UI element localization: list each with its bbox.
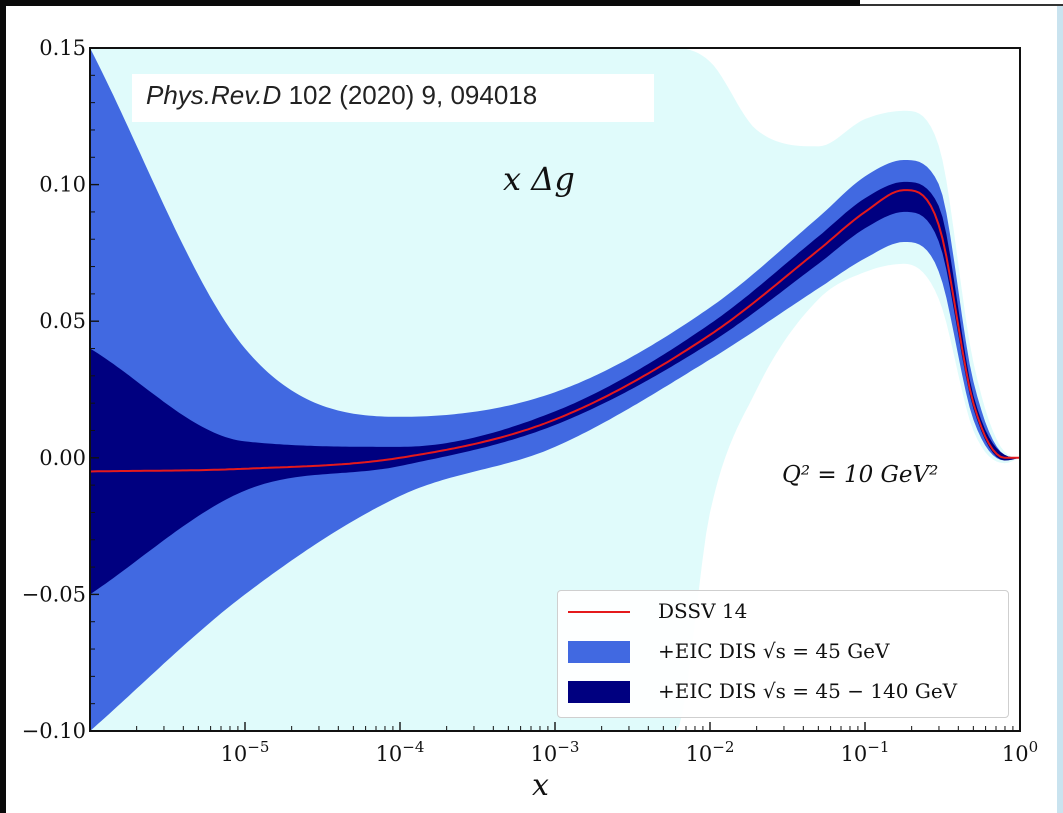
y-tick-label: −0.10 xyxy=(22,719,86,743)
x-tick-label: 10−1 xyxy=(841,738,890,766)
x-tick-label: 10−5 xyxy=(221,738,270,766)
reference-details: 102 (2020) 9, 094018 xyxy=(281,80,538,110)
scale-annotation: Q² = 10 GeV² xyxy=(782,462,939,488)
y-tick-label: 0.15 xyxy=(39,36,86,60)
band-eic-45-gev xyxy=(90,48,1020,731)
x-tick-label: 10−3 xyxy=(531,738,580,766)
legend: DSSV 14 +EIC DIS √s = 45 GeV +EIC DIS √s… xyxy=(557,590,1009,718)
reference-citation: Phys.Rev.D 102 (2020) 9, 094018 xyxy=(146,80,537,111)
y-tick-label: 0.05 xyxy=(39,309,86,333)
legend-label-eic-45: +EIC DIS √s = 45 GeV xyxy=(658,639,890,663)
band-eic-45-140-gev xyxy=(90,181,1020,595)
legend-swatch-eic-45-140 xyxy=(568,681,630,703)
legend-swatch-eic-45 xyxy=(568,641,630,663)
legend-label-dssv: DSSV 14 xyxy=(658,599,748,623)
legend-swatch-dssv xyxy=(568,611,630,613)
band-outer-envelope xyxy=(90,48,1020,731)
top-strip xyxy=(860,0,1063,6)
reference-box xyxy=(132,74,654,122)
line-dssv-14 xyxy=(90,189,1020,473)
legend-entry-eic-45: +EIC DIS √s = 45 GeV xyxy=(568,635,1008,669)
y-tick-label: −0.05 xyxy=(22,582,86,606)
legend-entry-dssv: DSSV 14 xyxy=(568,595,1008,629)
legend-entry-eic-45-140: +EIC DIS √s = 45 − 140 GeV xyxy=(568,675,1008,709)
y-tick-label: 0.00 xyxy=(39,446,86,470)
x-tick-label: 10−2 xyxy=(686,738,735,766)
x-axis-label: x xyxy=(532,768,549,803)
y-tick-label: 0.10 xyxy=(39,173,86,197)
x-tick-label: 10−4 xyxy=(376,738,425,766)
chart-title: x Δg xyxy=(503,160,575,198)
reference-journal: Phys.Rev.D xyxy=(146,80,282,110)
legend-label-eic-45-140: +EIC DIS √s = 45 − 140 GeV xyxy=(658,679,958,703)
x-tick-label: 100 xyxy=(1002,738,1038,766)
